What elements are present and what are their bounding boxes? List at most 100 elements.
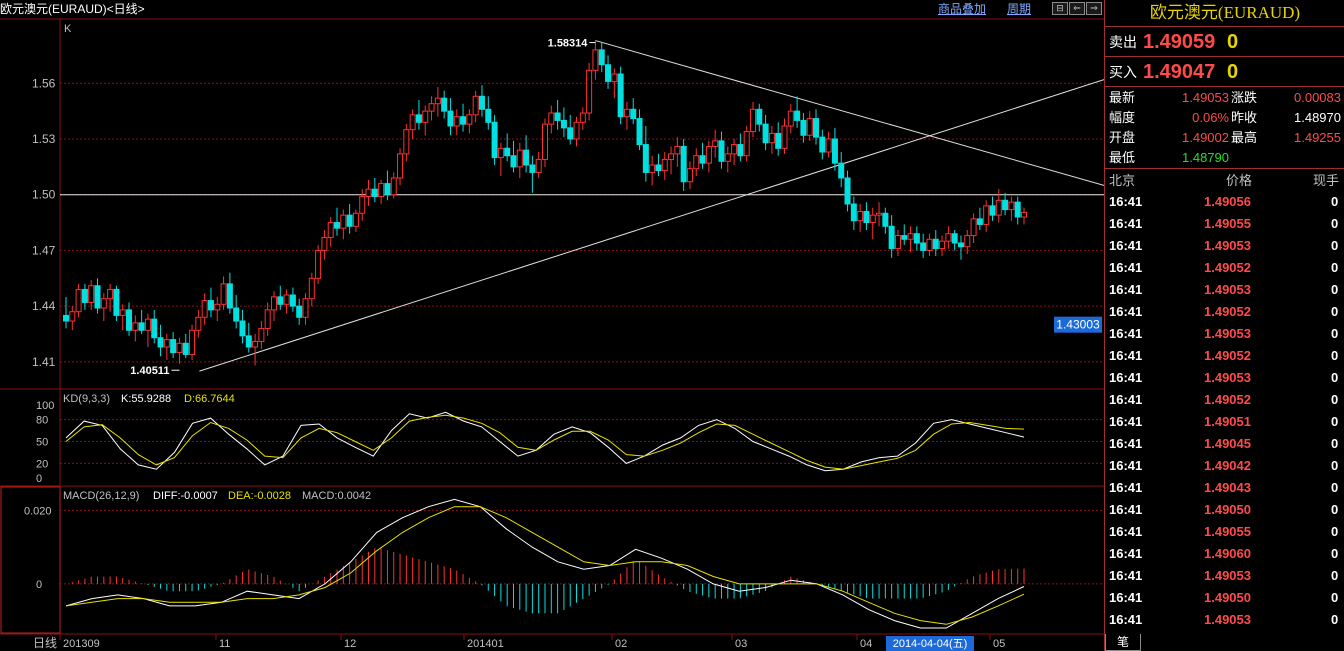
- candle-down: [94, 285, 101, 309]
- candle-up: [359, 196, 366, 214]
- quote-title: 欧元澳元(EURAUD): [1149, 3, 1301, 22]
- candle-up: [220, 283, 227, 305]
- candle-up: [661, 158, 668, 172]
- candle-up: [176, 342, 183, 354]
- candle-up: [869, 214, 876, 224]
- trade-volume: 0: [1331, 304, 1339, 319]
- candle-down: [170, 339, 177, 354]
- candle-up: [712, 140, 719, 147]
- candle-down: [63, 314, 69, 322]
- candle-up: [390, 177, 397, 196]
- candle-up: [611, 73, 618, 82]
- trade-ticker[interactable]: 北京 价格 现手 16:41 1.49056 0 16:41 1.49055 0 16:41…: [1105, 168, 1344, 627]
- tab-trades[interactable]: 笔: [1105, 634, 1141, 651]
- candle-down: [346, 214, 353, 227]
- overlay-product-link[interactable]: 商品叠加: [938, 2, 987, 16]
- candle-down: [126, 309, 133, 331]
- trade-volume: 0: [1331, 260, 1339, 275]
- trade-row: 16:41 1.49052 0: [1105, 389, 1344, 411]
- prev-close-label: 昨收: [1231, 110, 1258, 125]
- x-tick-label: 04: [860, 638, 872, 650]
- candle-down: [157, 337, 164, 348]
- candle-up: [264, 309, 271, 329]
- quote-panel: 欧元澳元(EURAUD) 卖出 1.49059 0 买入 1.49047 0 最…: [1104, 0, 1344, 651]
- trade-time: 16:41: [1109, 502, 1143, 517]
- scroll-left-icon[interactable]: ⇐: [1069, 2, 1085, 15]
- kd-d-line: [65, 414, 1025, 470]
- trade-volume: 0: [1331, 612, 1339, 627]
- candle-down: [831, 138, 838, 164]
- candle-down: [718, 140, 725, 162]
- candle-down: [138, 322, 145, 331]
- kd-title: KD(9,3,3): [63, 393, 110, 405]
- candle-up: [668, 153, 675, 160]
- buy-label: 买入: [1109, 64, 1137, 80]
- sell-volume: 0: [1227, 31, 1239, 53]
- price-tick-label: 1.53: [32, 132, 56, 146]
- candle-up: [1021, 211, 1027, 218]
- trade-price: 1.49053: [1204, 326, 1251, 341]
- candle-up: [964, 235, 971, 248]
- candle-up: [365, 188, 372, 198]
- candle-down: [277, 296, 284, 305]
- candle-up: [308, 277, 315, 300]
- macd-histogram-value: MACD:0.0042: [302, 490, 371, 502]
- candle-down: [81, 288, 88, 303]
- candle-up: [189, 329, 196, 355]
- candle-down: [957, 242, 964, 248]
- chart-area[interactable]: 1.56 1.53 1.50 1.47 1.44 1.41 K 1.58314 1.40511 1…: [0, 0, 1104, 651]
- trade-time: 16:41: [1109, 480, 1143, 495]
- candle-down: [642, 144, 649, 173]
- candle-down: [239, 320, 246, 337]
- macd-tick-label: 0.020: [24, 505, 52, 517]
- trade-price: 1.49055: [1204, 216, 1251, 231]
- zoom-out-icon[interactable]: ⊟: [1052, 2, 1068, 15]
- candle-up: [302, 298, 309, 318]
- trade-volume: 0: [1331, 546, 1339, 561]
- trade-price: 1.49045: [1204, 436, 1251, 451]
- trade-volume: 0: [1331, 348, 1339, 363]
- scroll-right-icon[interactable]: ⇒: [1086, 2, 1102, 15]
- period-link[interactable]: 周期: [1007, 2, 1032, 16]
- candle-up: [75, 288, 82, 313]
- trade-time: 16:41: [1109, 194, 1143, 209]
- candle-down: [384, 183, 391, 196]
- kline-chart-canvas[interactable]: 1.56 1.53 1.50 1.47 1.44 1.41 K 1.58314 1.40511 1…: [0, 0, 1104, 651]
- trade-volume: 0: [1331, 282, 1339, 297]
- candle-down: [699, 155, 706, 164]
- trade-price: 1.49055: [1204, 524, 1251, 539]
- candle-up: [321, 236, 328, 251]
- candle-up: [258, 327, 265, 342]
- candle-down: [207, 300, 214, 311]
- sell-price: 1.49059: [1143, 31, 1216, 53]
- trade-volume: 0: [1331, 414, 1339, 429]
- candle-up: [428, 103, 435, 112]
- change-value: 0.00083: [1294, 90, 1341, 105]
- period-high-label: 1.58314: [548, 38, 589, 50]
- trade-row: 16:41 1.49053 0: [1105, 367, 1344, 389]
- price-tick-label: 1.44: [32, 299, 56, 313]
- candle-down: [510, 155, 517, 168]
- candle-down: [415, 114, 422, 123]
- cursor-date-label: 2014-04-04(五): [893, 638, 968, 650]
- high-value: 1.49255: [1294, 130, 1341, 145]
- period-low-label: 1.40511: [130, 365, 169, 377]
- buy-row[interactable]: 买入 1.49047 0: [1105, 56, 1344, 86]
- trade-row: 16:41 1.49052 0: [1105, 257, 1344, 279]
- trade-row: 16:41 1.49053 0: [1105, 235, 1344, 257]
- macd-tick-label: 0: [36, 579, 42, 591]
- buy-volume: 0: [1227, 61, 1239, 83]
- macd-dea-line: [65, 506, 1025, 625]
- candle-down: [485, 108, 492, 123]
- candle-down: [882, 212, 889, 227]
- trade-row: 16:41 1.49055 0: [1105, 213, 1344, 235]
- trade-row: 16:41 1.49050 0: [1105, 499, 1344, 521]
- trade-volume: 0: [1331, 524, 1339, 539]
- candle-up: [705, 145, 712, 164]
- trades-volume-header: 现手: [1313, 173, 1340, 188]
- sell-row[interactable]: 卖出 1.49059 0: [1105, 26, 1344, 56]
- trade-row: 16:41 1.49042 0: [1105, 455, 1344, 477]
- amplitude-value: 0.06%: [1192, 110, 1229, 125]
- trade-row: 16:41 1.49051 0: [1105, 411, 1344, 433]
- trade-time: 16:41: [1109, 238, 1143, 253]
